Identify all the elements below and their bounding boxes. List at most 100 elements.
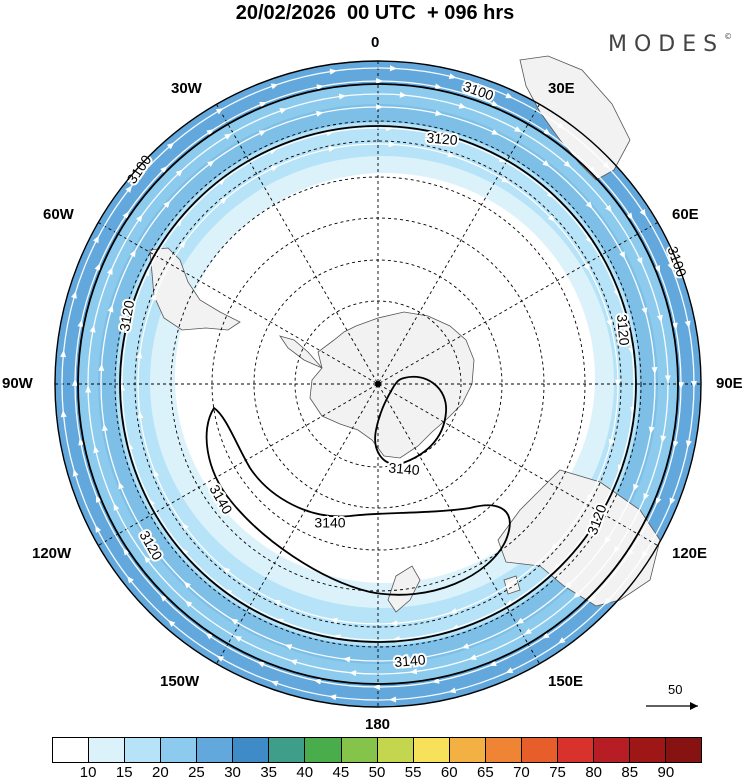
wind-arrowhead xyxy=(448,687,457,694)
wind-arrowhead xyxy=(127,442,134,451)
wind-arrowhead xyxy=(605,204,612,213)
colorbar-label: 35 xyxy=(260,764,277,781)
wind-arrowhead xyxy=(328,146,336,153)
wind-arrowhead xyxy=(501,176,509,183)
colorbar-cell xyxy=(630,738,667,762)
wind-arrowhead xyxy=(77,319,84,328)
new-zealand xyxy=(387,565,421,613)
wind-arrowhead xyxy=(643,492,650,501)
wind-arrowhead xyxy=(153,469,160,478)
wind-arrowhead xyxy=(389,696,397,703)
south-pole-dot xyxy=(375,381,381,387)
wind-arrowhead xyxy=(72,469,79,477)
wind-arrowhead xyxy=(449,608,458,614)
contour-label: 3120 xyxy=(614,314,633,347)
streamline xyxy=(87,93,669,675)
wind-arrowhead xyxy=(145,535,153,543)
wind-arrowhead xyxy=(573,591,581,599)
colorbar-cell xyxy=(89,738,126,762)
wind-arrowhead xyxy=(514,126,522,133)
wind-arrowhead xyxy=(259,101,267,108)
wind-arrowhead xyxy=(389,65,397,72)
wind-arrowhead xyxy=(136,351,143,359)
wind-arrowhead xyxy=(270,680,279,687)
colorbar-cell xyxy=(521,738,558,762)
wind-arrowhead xyxy=(678,382,685,390)
colorbar-cell xyxy=(557,738,594,762)
wind-arrowhead xyxy=(388,141,396,148)
wind-arrowhead xyxy=(269,148,277,155)
colorbar-label: 10 xyxy=(79,764,97,781)
wind-arrowhead xyxy=(613,545,620,554)
wind-arrowhead xyxy=(270,83,279,90)
contour-3140-outer xyxy=(205,406,511,596)
colorbar-cell xyxy=(53,738,90,762)
wind-arrowhead xyxy=(469,654,477,660)
wind-arrowhead xyxy=(591,517,599,525)
wind-arrowhead xyxy=(175,219,183,227)
colorbar-cell xyxy=(485,738,522,762)
lon-label-30w: 30W xyxy=(171,80,202,97)
wind-arrowhead xyxy=(558,637,566,644)
contour-3140-inner xyxy=(374,375,447,465)
lon-label-60e: 60E xyxy=(672,206,699,223)
colorbar-label: 15 xyxy=(115,764,133,781)
wind-arrowhead xyxy=(505,92,513,99)
wind-arrowhead xyxy=(641,550,648,559)
wind-arrowhead xyxy=(498,156,507,163)
wind-arrowhead xyxy=(458,102,467,109)
wind-arrowhead xyxy=(144,555,151,564)
wind-arrowhead xyxy=(372,684,380,691)
contour-label: 3140 xyxy=(394,651,427,670)
lon-label-180: 180 xyxy=(365,716,391,733)
wind-arrowhead xyxy=(626,212,633,220)
lon-label-60w: 60W xyxy=(43,206,74,223)
colorbar-cell xyxy=(197,738,234,762)
wind-arrowhead xyxy=(166,142,175,150)
wind-arrowhead xyxy=(588,594,596,602)
wind-arrowhead xyxy=(316,84,324,91)
wind-arrowhead xyxy=(175,169,183,177)
colorbar-cell xyxy=(233,738,270,762)
lon-label-30e: 30E xyxy=(548,80,575,97)
wind-arrowhead xyxy=(137,411,144,419)
colorbar-cell xyxy=(341,738,378,762)
wind-arrowhead xyxy=(669,497,676,506)
wind-arrowhead xyxy=(270,165,279,172)
wind-arrowhead xyxy=(106,267,113,276)
wind-arrowhead xyxy=(604,536,611,544)
wind-arrowhead xyxy=(614,379,621,387)
contour-3100 xyxy=(77,83,679,685)
wind-arrowhead xyxy=(289,659,298,666)
wind-arrowhead xyxy=(376,77,384,84)
wind-arrowhead xyxy=(107,304,114,313)
wind-arrowhead xyxy=(684,320,691,329)
wind-arrowhead xyxy=(224,133,232,140)
wind-arrowhead xyxy=(215,108,224,115)
wind-arrowhead xyxy=(434,83,443,90)
wind-arrowhead xyxy=(95,525,102,533)
wind-arrowhead xyxy=(338,93,347,100)
colorbar-label: 20 xyxy=(151,764,169,781)
wind-arrowhead xyxy=(547,214,555,222)
colorbar-label: 40 xyxy=(296,764,314,781)
wind-arrowhead xyxy=(627,549,634,557)
wind-arrowhead xyxy=(399,91,407,98)
africa-tip xyxy=(519,55,631,181)
wind-arrowhead xyxy=(633,483,639,492)
wind-arrowhead xyxy=(613,289,620,297)
wind-arrowhead xyxy=(608,438,615,447)
wind-arrowhead xyxy=(230,618,239,625)
wind-arrowhead xyxy=(672,440,679,449)
wind-arrowhead xyxy=(60,410,67,418)
wind-arrowhead xyxy=(586,494,593,503)
wind-arrowhead xyxy=(284,644,293,650)
wind-arrowhead xyxy=(185,600,193,608)
colorbar-label: 75 xyxy=(549,764,566,781)
wind-arrowhead xyxy=(435,110,443,116)
wind-arrowhead xyxy=(524,628,532,635)
lon-label-0: 0 xyxy=(371,34,380,51)
colorbar-label: 60 xyxy=(440,764,458,781)
wind-arrowhead xyxy=(95,495,102,503)
colorbar-label: 90 xyxy=(657,764,675,781)
